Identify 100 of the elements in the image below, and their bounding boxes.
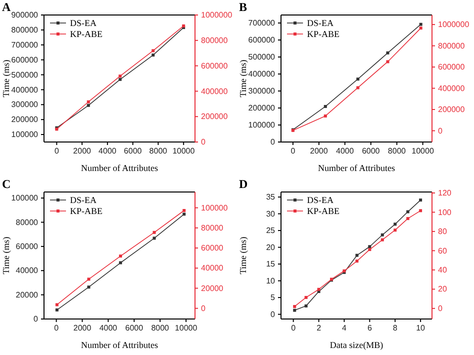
- y2-tick-label: 0: [201, 138, 206, 147]
- chart-title: C: [2, 177, 11, 191]
- legend-label: KP-ABE: [70, 206, 104, 216]
- x-axis-title: Number of Attributes: [81, 163, 158, 173]
- y-tick-label: 700000: [11, 40, 39, 50]
- x-tick-label: 6: [367, 324, 372, 333]
- y-tick-label: 100000: [248, 120, 276, 130]
- chart-title: B: [239, 0, 248, 14]
- y2-tick-label: 600000: [201, 61, 228, 70]
- x-tick-label: 8000: [151, 324, 170, 333]
- y2-tick-label: 60000: [201, 244, 224, 253]
- y-tick-label: 100000: [11, 130, 39, 140]
- y2-tick-label: 0: [438, 304, 443, 313]
- y2-tick-label: 20: [438, 284, 448, 294]
- x-tick-label: 2000: [310, 146, 328, 156]
- y-tick-label: 10: [266, 276, 276, 286]
- x-tick-label: 4: [342, 324, 347, 333]
- y-tick-label: 300000: [248, 86, 276, 96]
- y-axis-title: Time (ms): [238, 60, 248, 98]
- y2-tick-label: 200000: [201, 112, 228, 122]
- x-tick-label: 0: [54, 324, 60, 333]
- x-tick-label: 10000: [172, 146, 196, 156]
- y2-tick-label: 40: [438, 265, 448, 274]
- y-tick-label: 100000: [11, 194, 39, 203]
- x-tick-label: 10000: [412, 146, 434, 156]
- x-tick-label: 6000: [125, 324, 144, 333]
- y-axis-title: Time (ms): [1, 236, 11, 274]
- y2-tick-label: 0: [438, 126, 443, 136]
- y-tick-label: 400000: [11, 85, 39, 94]
- x-tick-label: 0: [54, 146, 60, 156]
- y2-tick-label: 120: [438, 188, 452, 198]
- x-tick-label: 2: [316, 324, 322, 333]
- legend-label: KP-ABE: [307, 29, 340, 39]
- y2-tick-label: 600000: [438, 62, 466, 72]
- x-axis-title: Data size(MB): [330, 340, 384, 350]
- x-tick-label: 0: [290, 146, 296, 156]
- y2-tick-label: 40000: [201, 264, 224, 273]
- chart-title: A: [2, 0, 11, 14]
- y2-tick-label: 1000000: [201, 10, 233, 20]
- y-tick-label: 600000: [248, 36, 276, 45]
- y-tick-label: 80000: [16, 218, 39, 227]
- y-tick-label: 800000: [11, 26, 39, 34]
- x-tick-label: 0: [291, 324, 296, 333]
- x-axis-title: Number of Attributes: [81, 340, 158, 350]
- y2-tick-label: 800000: [201, 36, 228, 45]
- legend-label: KP-ABE: [70, 29, 104, 39]
- x-tick-label: 8: [392, 324, 398, 333]
- y-tick-label: 200000: [11, 115, 39, 124]
- y-axis-title: Time (ms): [1, 60, 11, 98]
- x-tick-label: 8000: [388, 146, 406, 156]
- x-tick-label: 4000: [98, 146, 117, 156]
- legend-label: KP-ABE: [307, 206, 340, 216]
- y-tick-label: 900000: [11, 10, 39, 20]
- legend-label: DS-EA: [70, 195, 97, 205]
- y-tick-label: 35: [266, 192, 276, 202]
- y-tick-label: 300000: [11, 100, 39, 110]
- y2-tick-label: 60: [438, 246, 448, 256]
- y-tick-label: 60000: [16, 242, 39, 251]
- y-tick-label: 20000: [16, 290, 39, 300]
- x-tick-label: 8000: [149, 146, 168, 156]
- x-tick-label: 2000: [73, 324, 92, 333]
- y2-tick-label: 0: [201, 304, 206, 313]
- y2-tick-label: 100: [438, 208, 452, 217]
- legend-label: DS-EA: [307, 195, 334, 205]
- y-tick-label: 0: [270, 310, 276, 319]
- x-tick-label: 10: [416, 324, 426, 333]
- x-tick-label: 4000: [336, 146, 354, 156]
- x-tick-label: 10000: [174, 324, 198, 333]
- y-tick-label: 20: [266, 242, 276, 252]
- y-tick-label: 25: [266, 226, 276, 236]
- x-tick-label: 6000: [362, 146, 380, 156]
- y2-tick-label: 200000: [438, 105, 466, 114]
- y-tick-label: 600000: [11, 55, 39, 64]
- y2-tick-label: 100000: [201, 203, 228, 212]
- y-tick-label: 500000: [248, 52, 276, 62]
- y-tick-label: 5: [270, 293, 276, 302]
- y-tick-label: 0: [270, 138, 276, 147]
- y2-tick-label: 20000: [201, 284, 224, 293]
- y2-tick-label: 800000: [438, 41, 466, 50]
- x-tick-label: 2000: [73, 146, 92, 156]
- y2-tick-label: 1000000: [438, 20, 470, 30]
- chart-title: D: [239, 177, 248, 191]
- y2-tick-label: 400000: [438, 84, 466, 93]
- x-tick-label: 4000: [99, 324, 118, 333]
- y-tick-label: 200000: [248, 104, 276, 113]
- legend-label: DS-EA: [70, 18, 97, 28]
- y2-tick-label: 400000: [201, 86, 228, 96]
- y-tick-label: 700000: [248, 18, 276, 28]
- x-tick-label: 6000: [124, 146, 142, 156]
- y2-tick-label: 80: [438, 227, 448, 236]
- y-axis-title: Time (ms): [238, 236, 248, 274]
- y-tick-label: 0: [34, 314, 39, 324]
- y-tick-label: 30: [266, 209, 276, 218]
- legend-label: DS-EA: [307, 18, 334, 28]
- y-tick-label: 400000: [248, 70, 276, 79]
- y-tick-label: 40000: [16, 266, 39, 276]
- y-tick-label: 500000: [11, 70, 39, 80]
- x-axis-title: Number of Attributes: [318, 163, 396, 173]
- y-tick-label: 15: [266, 260, 276, 269]
- y2-tick-label: 80000: [201, 223, 224, 232]
